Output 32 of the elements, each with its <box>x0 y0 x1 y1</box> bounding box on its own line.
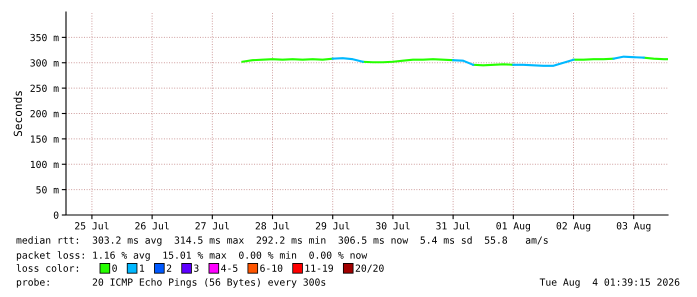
y-tick-label: 200 m <box>30 110 59 118</box>
x-tick-label: 27 Jul <box>195 222 229 230</box>
x-tick-label: 01 Aug <box>496 222 530 232</box>
x-tick-label: 29 Jul <box>316 222 350 230</box>
legend-label: 6-10 <box>260 264 282 272</box>
x-tick-label: 28 Jul <box>256 222 290 230</box>
y-tick-label: 150 m <box>30 135 59 143</box>
y-tick-label: 100 m <box>30 160 59 168</box>
x-tick-label: 02 Aug <box>556 222 590 232</box>
text: probe: 20 ICMP Echo Pings (56 Bytes) every 300s <box>16 278 326 288</box>
y-tick-label: 0 <box>54 212 58 219</box>
text: Tue Aug 4 01:39:15 2026 <box>540 278 680 288</box>
x-tick-label: 31 Jul <box>436 222 470 230</box>
x-tick-label: 30 Jul <box>376 222 410 230</box>
legend-label: 11-19 <box>306 264 333 272</box>
legend-label: 0 <box>112 264 117 272</box>
legend-label: 20/20 <box>356 264 384 273</box>
y-tick-label: 50 m <box>36 186 59 194</box>
x-tick-label: 25 Jul <box>75 222 109 230</box>
x-tick-label: 26 Jul <box>135 222 169 230</box>
text: median rtt: 303.2 ms avg 314.5 ms max 292.2 ms min 306.5 ms now 5.4 ms sd 55.8 am/s <box>16 236 548 246</box>
y-axis-title: Seconds <box>13 91 22 136</box>
y-tick-label: 350 m <box>30 34 59 42</box>
legend-label: 4-5 <box>221 264 238 272</box>
legend-label: 2 <box>166 264 172 272</box>
text: packet loss: 1.16 % avg 15.01 % max 0.00 % min 0.00 % now <box>16 251 368 261</box>
y-tick-label: 300 m <box>30 59 59 67</box>
legend-title: loss color: <box>16 264 78 272</box>
y-tick-label: 250 m <box>30 84 59 92</box>
x-tick-label: 03 Aug <box>616 222 650 232</box>
legend-label: 3 <box>194 264 199 272</box>
legend-label: 1 <box>140 264 144 272</box>
